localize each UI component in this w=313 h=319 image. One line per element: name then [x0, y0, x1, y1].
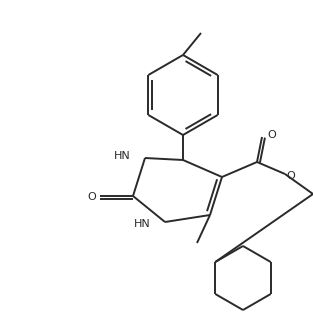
- Text: HN: HN: [114, 151, 131, 161]
- Text: HN: HN: [134, 219, 151, 229]
- Text: O: O: [268, 130, 276, 140]
- Text: O: O: [287, 171, 295, 181]
- Text: O: O: [88, 192, 96, 202]
